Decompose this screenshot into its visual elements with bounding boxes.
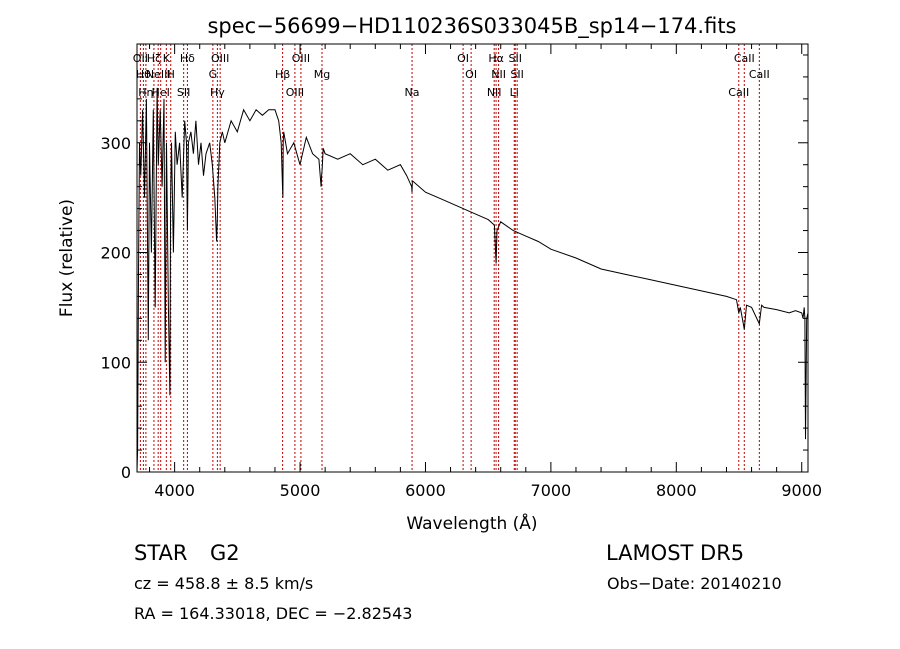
- line-label: CaII: [728, 86, 749, 99]
- cz-text: cz = 458.8 ± 8.5 km/s: [134, 574, 313, 593]
- line-label: Hθ: [136, 68, 151, 81]
- line-label: Hδ: [180, 52, 195, 65]
- line-label: SII: [509, 52, 522, 65]
- line-label: Mg: [314, 68, 330, 81]
- x-tick-label: 9000: [781, 481, 822, 500]
- line-label: Hγ: [210, 86, 225, 99]
- line-label: Na: [405, 86, 420, 99]
- y-axis-label: Flux (relative): [57, 199, 77, 317]
- series-layer: [136, 87, 809, 473]
- spectrum-line: [136, 87, 809, 473]
- obs-date: Obs−Date: 20140210: [607, 574, 782, 593]
- line-label: Hβ: [275, 68, 290, 81]
- y-axis: 0 100 200 300: [100, 54, 808, 482]
- line-label: CaII: [734, 52, 755, 65]
- y-tick-label: 100: [100, 353, 131, 372]
- line-label: NeIII: [146, 68, 171, 81]
- line-label: CaII: [749, 68, 770, 81]
- line-label: Li: [510, 86, 519, 99]
- line-label: OIII: [211, 52, 229, 65]
- y-tick-label: 0: [121, 463, 131, 482]
- x-axis-label: Wavelength (Å): [406, 512, 537, 534]
- line-label: OIII: [292, 52, 310, 65]
- line-label: OI: [465, 68, 477, 81]
- star-subclass: G2: [210, 541, 240, 565]
- line-label: OII: [133, 52, 148, 65]
- line-label: NII: [491, 68, 506, 81]
- line-label: Hη: [138, 86, 153, 99]
- star-class: STAR: [134, 541, 187, 565]
- x-tick-label: 5000: [280, 481, 321, 500]
- survey-label: LAMOST DR5: [606, 541, 744, 565]
- line-labels: OIIHθHηHζNeIIIHeIKHSIIHδGHγOIIIHβOIIIOII…: [133, 52, 770, 99]
- line-label: G: [209, 68, 218, 81]
- line-label: OI: [457, 52, 469, 65]
- line-label: NII: [487, 86, 502, 99]
- line-label: SII: [510, 68, 523, 81]
- x-axis: 4000 5000 6000 7000 8000 9000: [149, 44, 822, 500]
- line-label: OIII: [286, 86, 304, 99]
- line-label: H: [167, 68, 175, 81]
- x-tick-label: 6000: [405, 481, 446, 500]
- line-label: HeI: [152, 86, 170, 99]
- plot-frame: [136, 43, 809, 473]
- line-markers: [139, 44, 760, 472]
- y-tick-label: 300: [100, 134, 131, 153]
- line-label: Hζ: [147, 52, 161, 65]
- chart-title: spec−56699−HD110236S033045B_sp14−174.fit…: [207, 14, 736, 39]
- line-label: Hα: [488, 52, 504, 65]
- line-label: K: [163, 52, 171, 65]
- line-label: SII: [177, 86, 190, 99]
- x-tick-label: 8000: [656, 481, 697, 500]
- ra-dec: RA = 164.33018, DEC = −2.82543: [134, 604, 412, 623]
- y-tick-label: 200: [100, 244, 131, 263]
- x-tick-label: 7000: [531, 481, 572, 500]
- x-tick-label: 4000: [154, 481, 195, 500]
